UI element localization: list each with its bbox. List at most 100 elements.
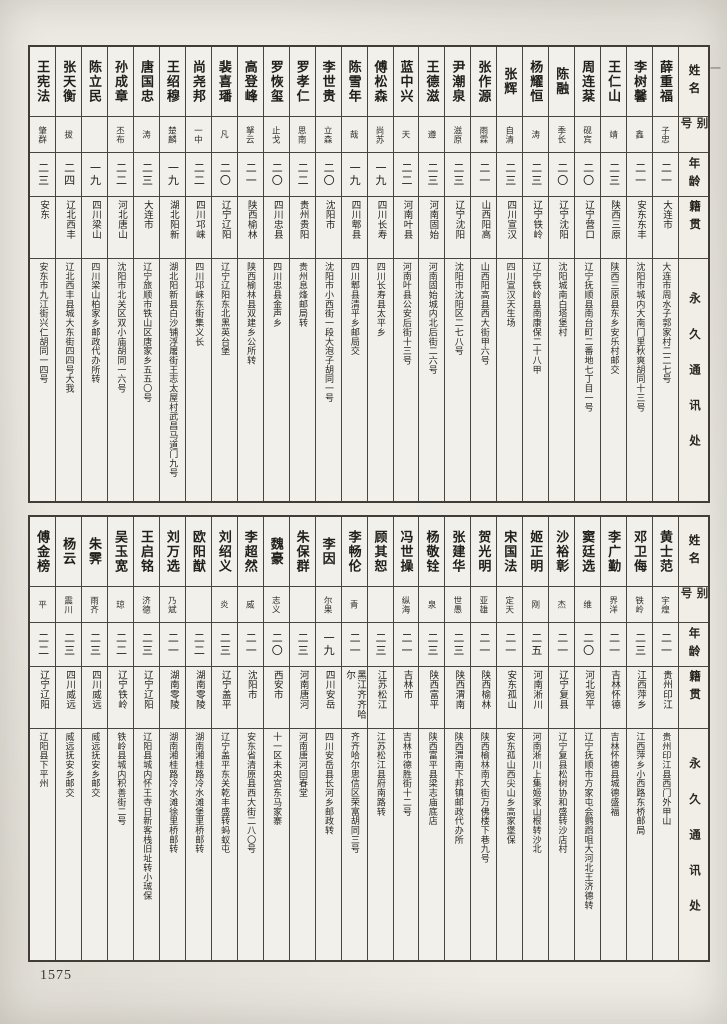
age-cell: 二一	[549, 623, 575, 667]
name-text: 宋国法	[502, 529, 518, 574]
age-text: 二三	[88, 632, 101, 657]
name-text: 邓卫侮	[632, 529, 648, 574]
native-cell: 河北唐山	[108, 197, 133, 259]
native-cell: 湖南零陵	[185, 667, 211, 729]
name-cell: 窦廷选	[575, 517, 601, 587]
addr-cell: 安东市九江街兴仁胡同一四号	[30, 259, 55, 501]
name-cell: 傅松森	[367, 47, 393, 117]
native-cell: 四川威远	[56, 667, 82, 729]
alias-text: 雨齐	[89, 595, 100, 614]
person-column: 罗孝仁 思南 二二 贵州贵阳 贵州息烽邮局转	[288, 47, 315, 501]
native-cell: 江西萍乡	[627, 667, 653, 729]
addr-cell: 陕西三原县东乡安乐村邮交	[601, 259, 626, 501]
person-column: 沙裕彰杰二一 辽宁复县 辽宁复县松树协和盛转沙店村	[548, 517, 575, 960]
alias-cell: 鑫	[627, 117, 653, 153]
person-column: 王绍穆 楚麟 一九 湖北阳新 湖北阳新县白沙铺浮屠街王志太屋村武昌马道门九号	[158, 47, 185, 501]
native-text: 辽宁复县	[557, 670, 568, 710]
addr-text: 陕西榆林县双建乡公所转	[246, 262, 257, 365]
name-cell: 吴玉宽	[108, 517, 133, 587]
addr-text: 四川梁山柏家乡邮政代办所转	[90, 262, 101, 384]
alias-text: 平	[37, 600, 48, 609]
alias-text: 杰	[556, 600, 567, 609]
native-text: 陕西三原	[609, 200, 620, 240]
addr-text: 辽阳县城内怀王寺日新客栈旧址转小珹保	[142, 732, 153, 901]
name-cell: 周连棻	[575, 47, 601, 117]
alias-cell: 雨霖	[471, 117, 497, 153]
age-text: 一九	[88, 162, 101, 187]
addr-text: 湖南湘桂路冷水滩堡里桥邮转	[194, 732, 205, 854]
addr-cell: 威远抚安乡邮交	[56, 729, 81, 960]
native-text: 湖南零陵	[167, 670, 178, 710]
alias-text: 铁岭	[634, 595, 645, 614]
age-cell: 二三	[56, 623, 82, 667]
name-cell: 杨敬铨	[419, 517, 445, 587]
addr-text: 吉林市德胜街十二号	[401, 732, 412, 817]
person-column: 李世贵 立森 二〇 沈阳市 沈阳市小西街一段大泡子胡同一号	[314, 47, 341, 501]
addr-text: 四川安岳县长河乡邮政转	[323, 732, 334, 835]
native-cell: 大连市	[653, 197, 678, 259]
addr-text: 辽宁抚顺市方家屯会鹦鹉咀大河北王济德转	[583, 732, 594, 910]
addr-cell: 辽宁铁岭县南康保二十八甲	[523, 259, 548, 501]
age-cell: 二〇	[549, 153, 575, 197]
native-text: 河南淅川	[531, 670, 542, 710]
addr-text: 辽北西丰县城大东街四四号大我	[64, 262, 75, 394]
native-text: 辽北西丰	[64, 200, 75, 240]
alias-text: 炎	[219, 600, 230, 609]
name-cell: 王德滋	[419, 47, 445, 117]
native-text: 四川梁山	[90, 200, 101, 240]
alias-cell: 志义	[263, 587, 289, 623]
person-column: 李树馨鑫二一 安东东丰 沈阳市城内大南门里秋爽胡同十三号	[626, 47, 653, 501]
alias-cell: 铁岭	[627, 587, 653, 623]
native-text: 河南唐河	[297, 670, 308, 710]
alias-cell: 震川	[56, 587, 82, 623]
native-cell: 陕西三原	[601, 197, 627, 259]
person-column: 王宪法 肇群 二三 安东 安东市九江街兴仁胡同一四号	[30, 47, 56, 501]
name-text: 李畅伦	[346, 529, 362, 574]
native-text: 湖北阳新	[167, 200, 178, 240]
header-native-cell: 籍贯	[679, 667, 708, 729]
age-text: 二〇	[581, 162, 594, 187]
person-column: 裴喜璠凡二〇 辽宁辽阳 辽宁辽阳东北黑英台堡	[210, 47, 237, 501]
native-cell: 四川郫县	[341, 197, 367, 259]
native-text: 四川邛崃	[193, 200, 204, 240]
person-column: 王仁山靖二三 陕西三原 陕西三原县东乡安乐村邮交	[600, 47, 627, 501]
age-text: 二一	[555, 632, 568, 657]
age-text: 二三	[296, 632, 309, 657]
age-cell: 一九	[82, 153, 108, 197]
name-text: 张建华	[450, 529, 466, 574]
native-cell: 辽宁辽阳	[30, 667, 56, 729]
age-text: 二二	[192, 162, 205, 187]
native-cell: 陕西渭南	[445, 667, 471, 729]
alias-cell: 炎	[211, 587, 237, 623]
header-age-label: 年龄	[687, 156, 700, 193]
addr-cell: 贵州印江县西门外甲山	[653, 729, 678, 960]
age-text: 二三	[451, 162, 464, 187]
addr-text: 沈阳市北关区双小庙胡同一六号	[116, 262, 127, 394]
native-text: 沈阳市	[245, 670, 256, 700]
addr-cell: 辽宁抚顺县南台町二番地七丁目一号	[575, 259, 600, 501]
name-text: 黄士范	[658, 529, 674, 574]
addr-cell: 四川长寿县太平乡	[368, 259, 393, 501]
name-text: 刘绍义	[216, 529, 232, 574]
age-cell: 二一	[159, 623, 185, 667]
age-cell: 二〇	[263, 623, 289, 667]
age-cell: 二三	[30, 153, 56, 197]
name-cell: 王启铭	[133, 517, 159, 587]
person-column: 窦廷选维二〇 河北宛平 辽宁抚顺市方家屯会鹦鹉咀大河北王济德转	[574, 517, 601, 960]
age-text: 二一	[348, 632, 361, 657]
name-text: 李因	[320, 536, 336, 567]
addr-cell: 陕西榆林县双建乡公所转	[238, 259, 263, 501]
native-text: 江西萍乡	[635, 670, 646, 710]
age-cell: 二三	[82, 623, 108, 667]
name-cell: 傅金榜	[30, 517, 56, 587]
addr-text: 陕西富平县梁志庙底店	[427, 732, 438, 826]
person-column: 宋国法 定天 二一 安东孤山 安东孤山西尖山乡高家堡保	[496, 517, 523, 960]
age-cell: 二二	[108, 623, 133, 667]
addr-cell: 辽阳县城内怀王寺日新客栈旧址转小珹保	[134, 729, 159, 960]
addr-cell: 威远抚安乡邮交	[82, 729, 107, 960]
person-column: 尹潮泉 滋原 二三 辽宁沈阳 沈阳市沈阳区二七八号	[444, 47, 471, 501]
name-cell: 薛重福	[653, 47, 678, 117]
age-cell: 二二	[30, 623, 56, 667]
alias-cell: 杰	[549, 587, 575, 623]
native-text: 黑江齐齐哈尔	[344, 670, 365, 720]
